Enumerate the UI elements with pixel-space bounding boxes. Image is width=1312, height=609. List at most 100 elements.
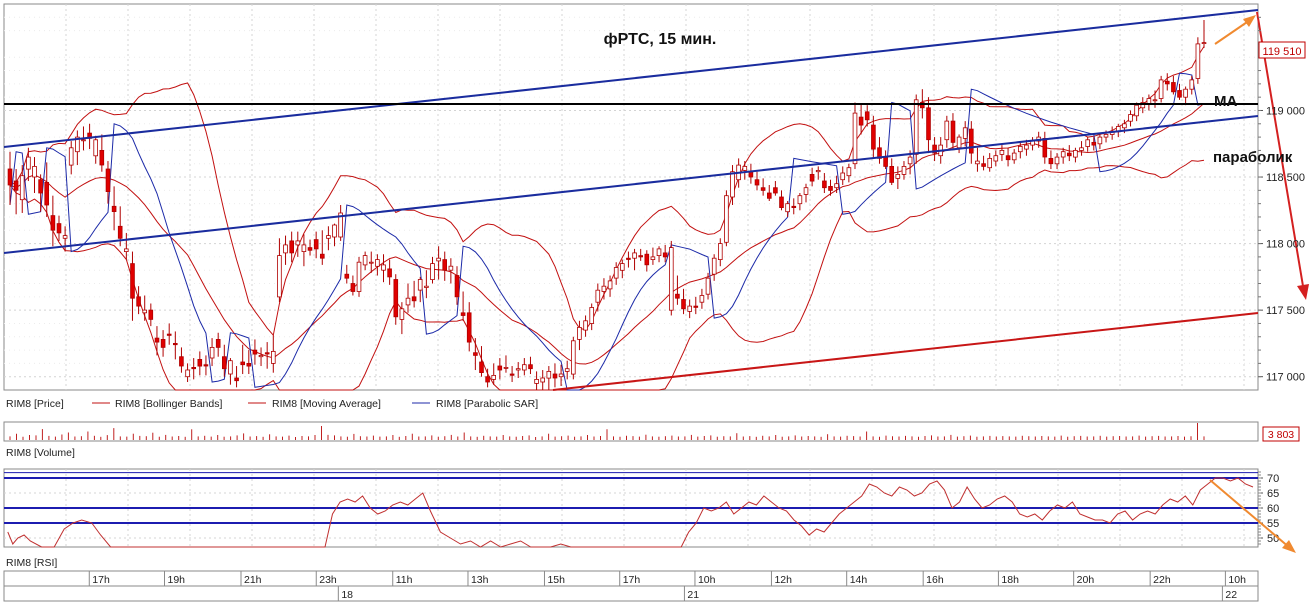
candle-body bbox=[191, 366, 197, 370]
candle bbox=[528, 356, 533, 375]
rsi-arrow bbox=[1209, 479, 1296, 553]
candle bbox=[62, 226, 68, 252]
candle bbox=[864, 105, 870, 127]
candle-body bbox=[448, 265, 454, 271]
candle-body bbox=[436, 257, 441, 262]
candle-body bbox=[124, 248, 129, 252]
candle-body bbox=[485, 376, 490, 383]
candle bbox=[56, 215, 62, 241]
candle-body bbox=[277, 255, 282, 298]
candle bbox=[589, 303, 594, 331]
candle-body bbox=[620, 263, 625, 271]
candle-body bbox=[644, 253, 650, 266]
candle bbox=[203, 355, 209, 376]
candle bbox=[944, 115, 950, 148]
candle bbox=[1201, 19, 1207, 48]
candle-body bbox=[368, 261, 374, 264]
candle bbox=[822, 173, 827, 194]
candle bbox=[913, 94, 919, 164]
candle-body bbox=[117, 225, 123, 239]
price-tick-label: 117 500 bbox=[1266, 305, 1305, 317]
rsi-line bbox=[7, 477, 1254, 548]
candle bbox=[779, 190, 784, 211]
candle-body bbox=[479, 361, 484, 374]
hour-label: 10h bbox=[1228, 574, 1246, 586]
candle bbox=[197, 351, 203, 376]
candle-body bbox=[515, 368, 521, 371]
candle-body bbox=[1011, 152, 1017, 161]
candle bbox=[644, 250, 650, 272]
volume-panel: 3 803 RIM8 [Volume] bbox=[3, 421, 1300, 459]
candle bbox=[1140, 97, 1146, 114]
candle bbox=[136, 286, 141, 315]
candle-body bbox=[607, 280, 613, 290]
candle-body bbox=[179, 356, 184, 367]
candle-body bbox=[760, 187, 766, 191]
candle bbox=[111, 186, 117, 231]
candle bbox=[975, 147, 980, 172]
hour-label: 13h bbox=[471, 574, 489, 586]
candle-body bbox=[136, 296, 141, 307]
candle bbox=[154, 326, 160, 356]
candle bbox=[509, 366, 515, 383]
ma-annotation: МА bbox=[1214, 93, 1237, 110]
candle-body bbox=[718, 243, 723, 261]
candle-body bbox=[160, 338, 166, 348]
candle-body bbox=[142, 309, 148, 314]
upper-channel-line bbox=[3, 9, 1259, 148]
candle bbox=[124, 232, 129, 260]
candle-body bbox=[111, 205, 117, 213]
candle-body bbox=[1103, 133, 1109, 138]
candle-body bbox=[583, 320, 588, 331]
candle-body bbox=[240, 361, 246, 366]
candle bbox=[577, 320, 582, 351]
candle bbox=[460, 291, 466, 321]
legend-rsi: RIM8 [RSI] bbox=[6, 557, 57, 569]
candle-body bbox=[852, 112, 858, 165]
trend-lines bbox=[3, 9, 1309, 391]
candle-body bbox=[767, 192, 772, 199]
candle bbox=[613, 262, 619, 285]
candle bbox=[1091, 137, 1097, 151]
candle-body bbox=[540, 377, 545, 383]
candle bbox=[424, 270, 429, 299]
candle bbox=[270, 335, 276, 373]
candle bbox=[926, 97, 931, 154]
candle-body bbox=[172, 342, 178, 346]
day-label: 18 bbox=[341, 589, 353, 601]
candle bbox=[583, 315, 588, 337]
candle-body bbox=[552, 373, 558, 379]
day-label: 21 bbox=[687, 589, 699, 601]
rsi-level-lines bbox=[4, 472, 1258, 524]
candle-body bbox=[252, 349, 258, 355]
candle bbox=[699, 288, 705, 309]
rsi-tick-label: 60 bbox=[1267, 503, 1279, 515]
candle bbox=[877, 137, 882, 164]
candle bbox=[13, 169, 19, 215]
candle-body bbox=[509, 373, 515, 376]
candle bbox=[1067, 145, 1072, 162]
candle-body bbox=[901, 165, 907, 175]
candle bbox=[417, 276, 423, 303]
candle-body bbox=[1097, 136, 1103, 145]
candle bbox=[491, 363, 496, 385]
candle-body bbox=[601, 285, 607, 292]
candle-body bbox=[203, 364, 209, 367]
candle bbox=[75, 130, 80, 166]
candle-body bbox=[166, 333, 172, 336]
candle-body bbox=[546, 370, 552, 379]
candle-body bbox=[105, 168, 111, 193]
candle-body bbox=[920, 102, 925, 109]
candle-body bbox=[264, 352, 270, 355]
candle-body bbox=[522, 364, 527, 371]
hour-label: 19h bbox=[168, 574, 186, 586]
hour-label: 14h bbox=[850, 574, 868, 586]
candle-body bbox=[387, 268, 392, 278]
candle bbox=[387, 259, 392, 285]
candle bbox=[307, 239, 313, 256]
candle bbox=[620, 259, 625, 279]
candle-body bbox=[283, 244, 288, 254]
candle bbox=[858, 103, 864, 135]
candle bbox=[44, 162, 49, 217]
